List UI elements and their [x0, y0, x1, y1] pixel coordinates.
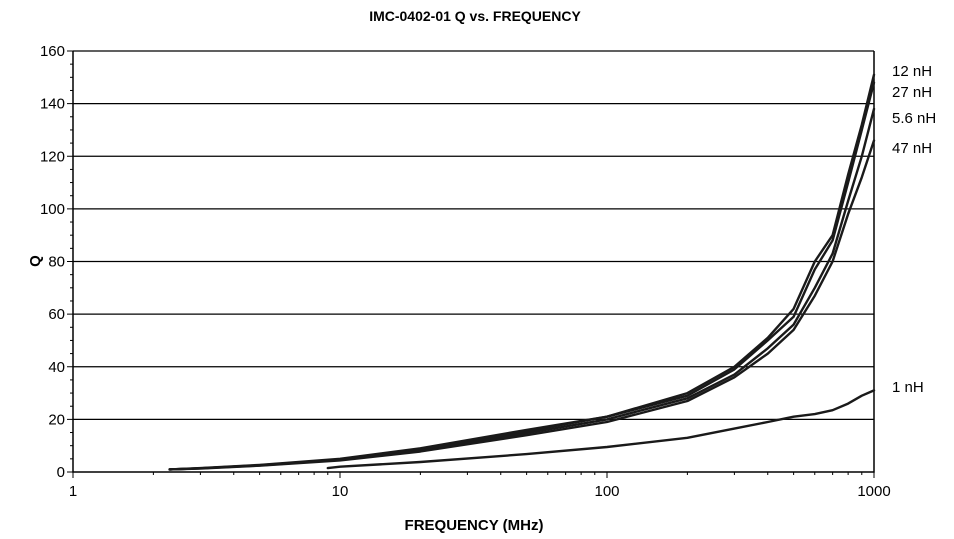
series-label-12-nh: 12 nH: [892, 63, 932, 80]
y-tick-label: 80: [48, 254, 65, 271]
series-label-47-nh: 47 nH: [892, 140, 932, 157]
chart-title: IMC-0402-01 Q vs. FREQUENCY: [369, 8, 581, 24]
series-label-27-nh: 27 nH: [892, 84, 932, 101]
grid-layer: [73, 50, 874, 420]
y-tick-label: 140: [40, 96, 65, 113]
y-axis-title: Q: [27, 255, 44, 267]
series-line-12-nh: [168, 73, 876, 471]
x-tick-label: 1000: [857, 483, 890, 500]
y-tick-label: 60: [48, 306, 65, 323]
series-layer: [168, 73, 876, 471]
x-tick-label: 10: [332, 483, 349, 500]
series-line-5-6-nh: [168, 107, 876, 471]
y-tick-label: 0: [57, 464, 65, 481]
y-tick-label: 40: [48, 359, 65, 376]
x-tick-label: 100: [594, 483, 619, 500]
axis-layer: 0 20 40 60 80 100 120 140 160 1 10 100 1000: [40, 43, 891, 500]
series-line-47-nh: [168, 139, 876, 471]
y-tick-label: 120: [40, 148, 65, 165]
plot-frame: [72, 51, 875, 473]
series-line-27-nh: [168, 81, 876, 471]
y-tick-label: 100: [40, 201, 65, 218]
y-tick-label: 20: [48, 411, 65, 428]
series-label-5-6-nh: 5.6 nH: [892, 110, 936, 127]
series-line-1-nh: [326, 389, 876, 470]
x-tick-label: 1: [69, 483, 77, 500]
series-label-1-nh: 1 nH: [892, 379, 924, 396]
label-layer: 12 nH 27 nH 5.6 nH 47 nH 1 nH: [892, 63, 936, 396]
y-tick-label: 160: [40, 43, 65, 60]
x-axis-title: FREQUENCY (MHz): [405, 517, 544, 534]
